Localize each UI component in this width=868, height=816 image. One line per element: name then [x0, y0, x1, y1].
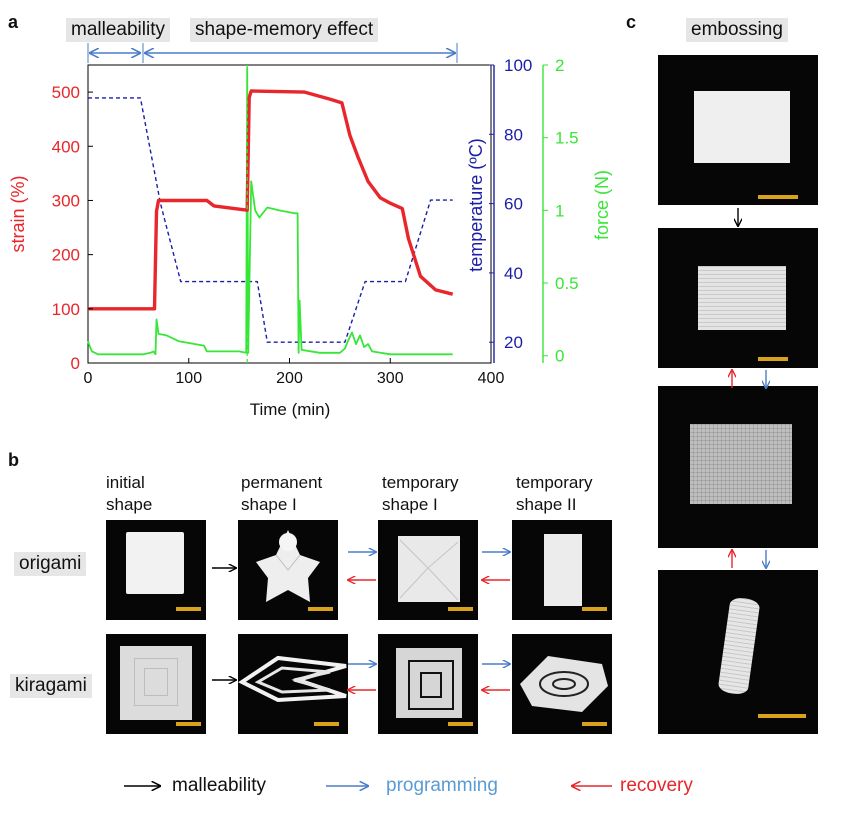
temperature-tick-label: 80 — [504, 125, 523, 144]
temperature-tick-label: 60 — [504, 195, 523, 214]
force-tick-label: 1 — [555, 201, 564, 220]
force-axis-title: force (N) — [592, 170, 612, 240]
strain-tick-label: 500 — [52, 83, 80, 102]
temperature-axis-title: temperature (ºC) — [466, 138, 486, 272]
force-tick-label: 2 — [555, 56, 564, 75]
origami-temporary-2-photo — [512, 520, 612, 620]
strain-tick-label: 100 — [52, 300, 80, 319]
x-tick-label: 0 — [84, 370, 93, 387]
temperature-series-line — [88, 97, 453, 343]
panel-c-arrows — [640, 208, 820, 580]
strain-tick-label: 0 — [71, 354, 80, 373]
temperature-tick-label: 100 — [504, 56, 532, 75]
strain-series-line — [88, 89, 454, 311]
kiragami-temporary-1-photo — [378, 634, 478, 734]
temperature-tick-label: 20 — [504, 333, 523, 352]
row-label-origami: origami — [14, 552, 87, 576]
embossing-photo-4 — [658, 570, 818, 734]
legend-malleability-label: malleability — [172, 775, 266, 796]
col-head-temporary-1: temporary shape I — [382, 473, 459, 514]
strain-tick-label: 200 — [52, 246, 80, 265]
legend-programming-label: programming — [386, 775, 498, 796]
embossing-title: embossing — [686, 18, 788, 42]
x-tick-label: 100 — [175, 370, 202, 387]
embossing-photo-2 — [658, 228, 818, 368]
origami-temporary-1-photo — [378, 520, 478, 620]
x-axis-title: Time (min) — [250, 400, 331, 419]
panel-a-letter: a — [8, 12, 19, 32]
legend-recovery-label: recovery — [620, 775, 693, 796]
col-head-temporary-2: temporary shape II — [516, 473, 593, 514]
strain-axis-title: strain (%) — [8, 175, 28, 252]
phase-label-shape-memory: shape-memory effect — [190, 18, 379, 42]
kiragami-initial-photo — [106, 634, 206, 734]
row-label-kiragami: kiragami — [10, 674, 92, 698]
col-head-initial: initial shape — [106, 473, 153, 514]
x-tick-label: 200 — [276, 370, 303, 387]
embossing-photo-3 — [658, 386, 818, 548]
x-tick-label: 400 — [478, 370, 505, 387]
strain-temperature-force-chart: 0 100 200 300 400010020030040050020406080100… — [8, 43, 612, 419]
col-head-permanent: permanent shape I — [241, 473, 323, 514]
temperature-tick-label: 40 — [504, 264, 523, 283]
strain-tick-label: 300 — [52, 191, 80, 210]
kiragami-temporary-2-photo — [512, 634, 612, 734]
force-tick-label: 0 — [555, 347, 564, 366]
origami-permanent-photo — [238, 520, 338, 620]
force-tick-label: 0.5 — [555, 274, 579, 293]
kiragami-permanent-photo — [238, 634, 348, 734]
phase-label-malleability: malleability — [66, 18, 170, 42]
strain-tick-label: 400 — [52, 137, 80, 156]
embossing-photo-1 — [658, 55, 818, 205]
legend-arrows — [124, 770, 612, 800]
origami-initial-photo — [106, 520, 206, 620]
force-tick-label: 1.5 — [555, 129, 579, 148]
x-tick-label: 300 — [377, 370, 404, 387]
panel-c-letter: c — [626, 12, 637, 32]
force-series-line — [87, 67, 453, 356]
panel-b-arrows — [212, 0, 620, 760]
panel-b-letter: b — [8, 450, 19, 470]
